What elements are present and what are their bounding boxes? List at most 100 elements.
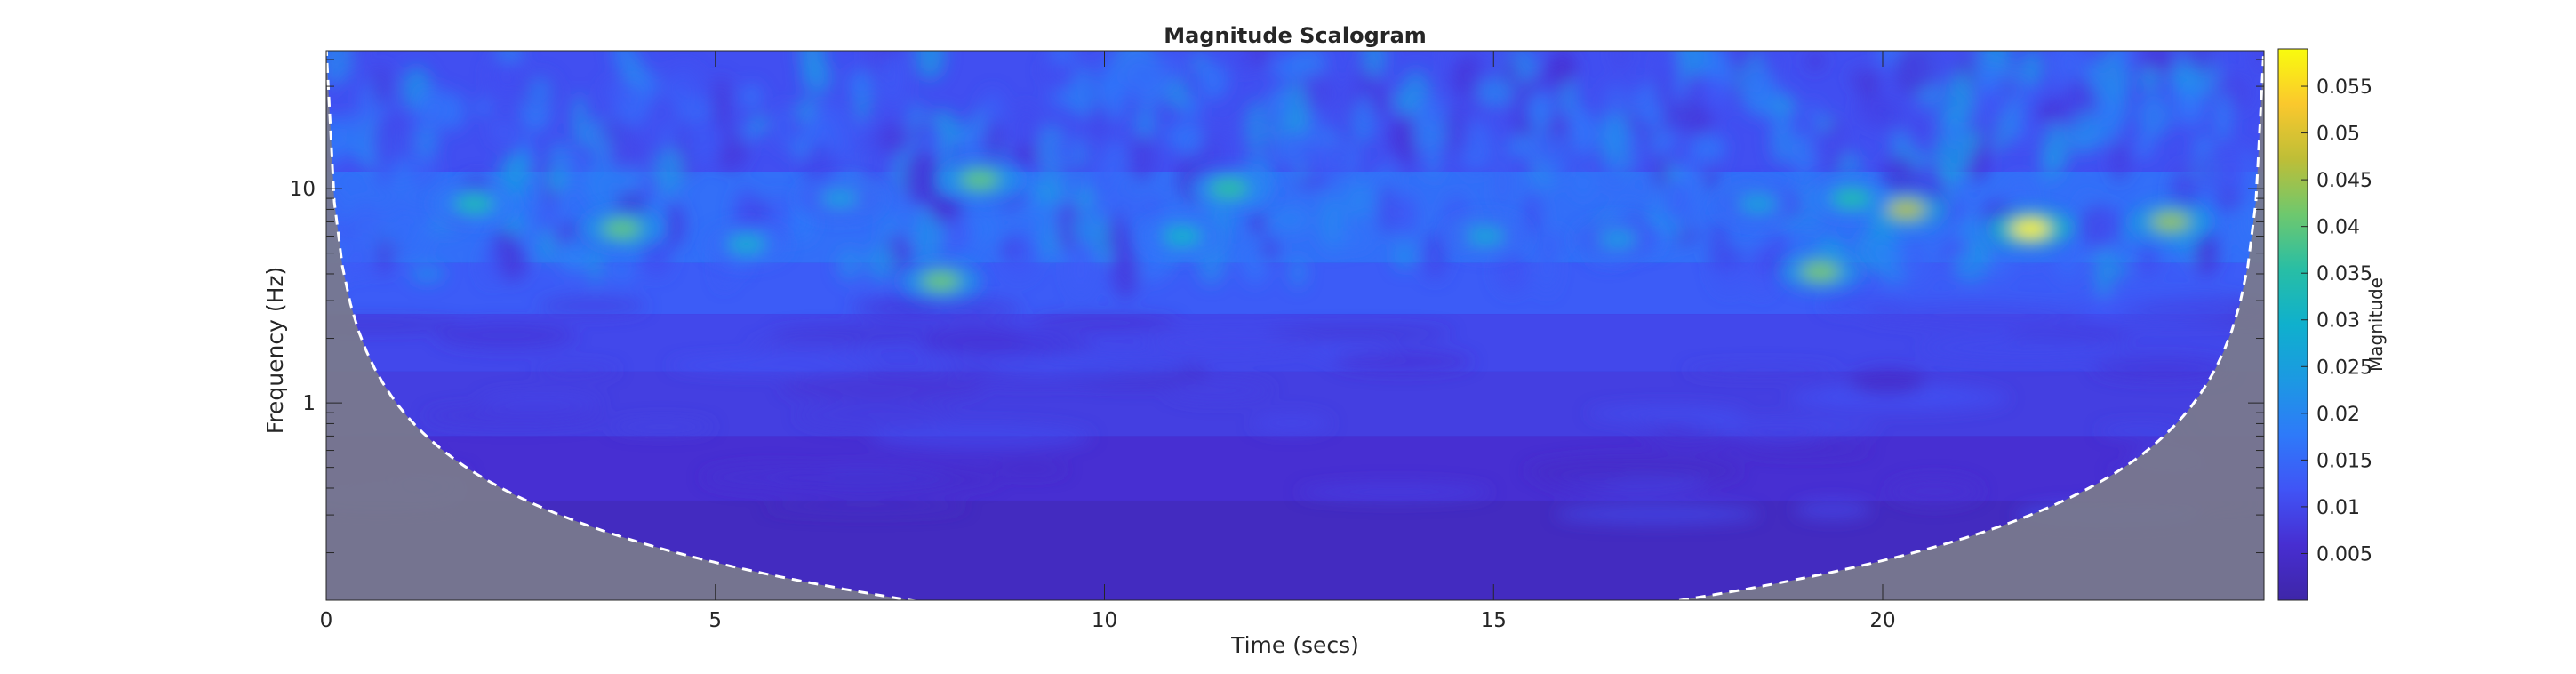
texture-blob [1878,61,1898,81]
texture-blob [1945,73,1975,129]
texture-blob [929,195,964,223]
texture-blob [409,263,445,284]
texture-blob [495,51,524,62]
colorbar-tick-label: 0.025 [2316,357,2372,379]
cone-of-influence-line [326,51,2264,600]
texture-blob [2138,51,2175,68]
texture-blob [1087,103,1112,141]
colorbar-tick-label: 0.02 [2316,404,2360,426]
texture-blob [674,96,714,124]
texture-blob [1016,104,1037,151]
texture-blob [1036,214,1060,239]
texture-blob [798,51,826,79]
colorbar [2277,48,2308,601]
hotspot [454,194,494,214]
texture-blob [847,68,873,102]
texture-blob [2172,102,2208,128]
texture-blob [1770,121,1794,165]
texture-blob [1732,424,1823,444]
colorbar-tick-label: 0.045 [2316,170,2372,192]
texture-blob [1340,229,1371,248]
x-tick-label: 15 [1481,609,1507,632]
texture-blob [612,51,633,71]
texture-blob [1938,162,1962,183]
texture-blob [1540,469,1627,488]
texture-blob [1495,156,1510,210]
texture-blob [878,52,908,108]
hotspot-layer [433,160,2212,301]
hotspot [2150,212,2190,232]
texture-blob [1742,71,1780,118]
texture-blob [1263,326,1453,340]
plot-area [326,51,2264,600]
texture-blob [1587,405,1748,421]
colorbar-tick-label: 0.01 [2316,497,2360,519]
texture-blob [501,216,525,235]
texture-blob [609,255,636,284]
texture-blob [986,119,1005,164]
hotspot [1163,226,1203,246]
texture-blob [1575,169,1591,198]
texture-blob [796,402,950,429]
colorbar-tick-label: 0.03 [2316,310,2360,333]
texture-blob [1707,245,1744,269]
texture-blob [1011,145,1040,164]
hotspot [2011,219,2051,239]
texture-blob [326,51,353,85]
texture-blob [1120,52,1156,98]
texture-blob [780,374,985,401]
texture-blob [2168,66,2204,89]
texture-blob [2073,295,2247,324]
texture-blob [1627,128,1644,168]
texture-blob [1319,193,1340,242]
texture-blob [353,136,375,162]
texture-blob [957,120,974,151]
x-axis-label: Time (secs) [1230,632,1359,658]
texture-blob [1794,500,1872,520]
texture-blob [1198,62,1228,100]
texture-blob [1596,126,1631,148]
texture-blob [2194,231,2219,277]
texture-blob [1724,51,1752,69]
x-tick-label: 10 [1092,609,1117,632]
texture-blob [546,171,569,191]
texture-blob [944,220,969,251]
texture-blob [1191,51,1207,75]
texture-blob [1398,115,1416,167]
texture-blob [1651,429,1730,451]
texture-blob [1297,483,1492,501]
texture-blob [425,405,604,426]
texture-blob [926,356,1060,367]
texture-blob [858,132,884,188]
texture-blob [1092,158,1111,213]
texture-blob [866,244,898,282]
texture-blob [750,338,866,353]
texture-blob [373,111,409,164]
texture-blob [1071,64,1095,116]
texture-blob [558,235,589,275]
texture-blob [1107,212,1128,259]
colorbar-tick-label: 0.035 [2316,263,2372,285]
texture-blob [1476,76,1515,108]
texture-blob [912,208,945,262]
texture-blob [713,76,731,130]
texture-blob [2195,150,2231,191]
texture-blob [658,123,678,146]
texture-blob [1128,135,1156,181]
texture-blob [2069,110,2101,156]
texture-blob [474,98,492,117]
texture-blob [1692,76,1732,113]
texture-blob [1393,241,1415,270]
hotspot [960,170,1000,190]
hotspot [1466,226,1506,246]
texture-blob [1145,332,1319,354]
texture-blob [490,121,516,143]
texture-blob [1887,477,1982,506]
texture-blob [602,79,638,103]
plot-frame [325,50,2265,601]
texture-blob [1276,131,1308,167]
texture-blob [1882,261,1907,286]
texture-blob [1268,209,1290,229]
texture-blob [1602,156,1626,188]
